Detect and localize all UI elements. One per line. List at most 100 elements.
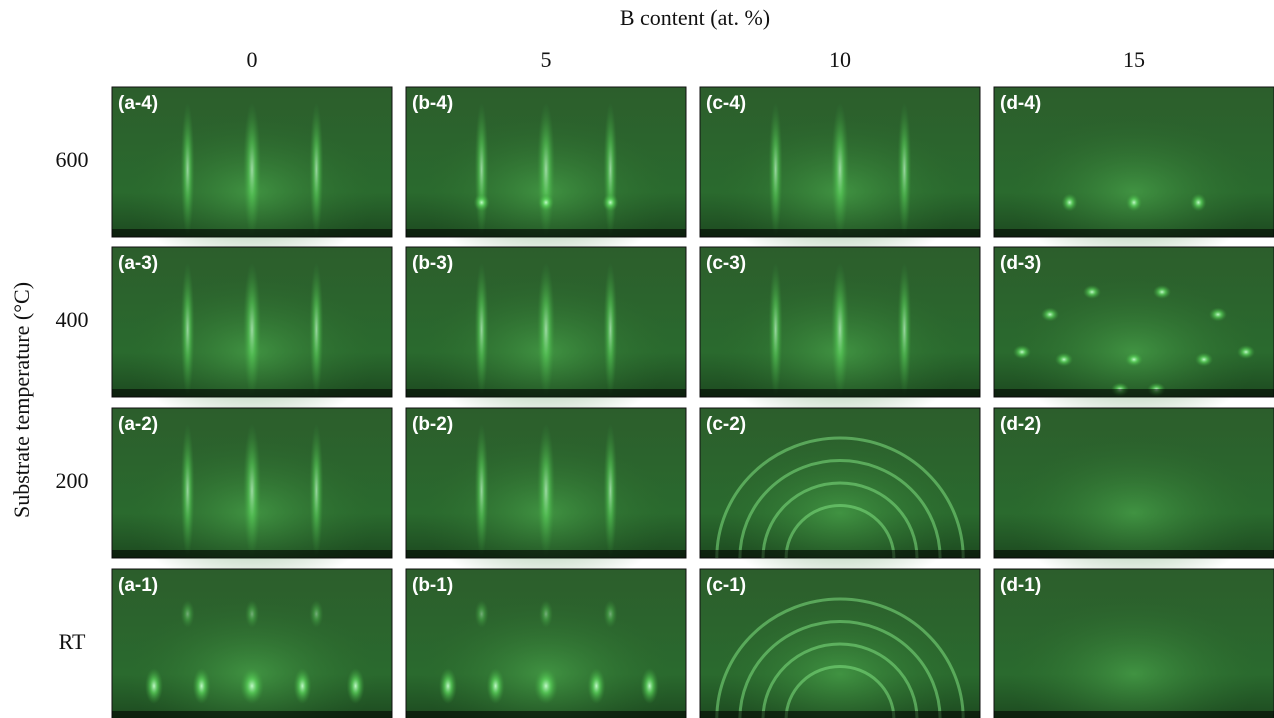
spot — [1237, 345, 1255, 359]
column-label: 10 — [829, 47, 851, 72]
spot — [1153, 285, 1171, 299]
panel-label: (d-1) — [1000, 575, 1041, 596]
spot — [640, 668, 659, 704]
spot — [603, 600, 618, 628]
spot — [1083, 285, 1101, 299]
shadow — [406, 389, 686, 397]
spot — [1061, 193, 1078, 212]
spot — [439, 668, 457, 704]
streak — [603, 423, 618, 558]
column-label: 15 — [1123, 47, 1145, 72]
spot — [474, 600, 489, 628]
panel-label: (a-2) — [118, 414, 158, 435]
spot — [602, 193, 619, 212]
ring — [784, 665, 896, 718]
rheed-panel: (d-2) — [993, 407, 1274, 588]
streak — [768, 102, 783, 237]
streak — [537, 102, 555, 237]
rheed-panel: (b-1) — [405, 568, 687, 718]
panel-label: (c-4) — [706, 93, 746, 114]
rheed-panel: (a-3) — [111, 246, 393, 427]
shadow — [406, 550, 686, 558]
ring — [738, 620, 942, 718]
spot — [309, 600, 324, 628]
streak — [180, 262, 195, 397]
rheed-panel: (a-1) — [111, 568, 393, 718]
streak — [768, 262, 783, 397]
panel-label: (a-3) — [118, 253, 158, 274]
rheed-panel: (c-1) — [699, 568, 981, 718]
spot — [1125, 352, 1143, 367]
spot — [534, 668, 558, 704]
panel-label: (d-2) — [1000, 414, 1041, 435]
haze — [714, 599, 966, 718]
streak — [474, 423, 489, 558]
shadow — [994, 389, 1274, 397]
ring — [761, 481, 919, 559]
rheed-panel: (d-1) — [993, 568, 1274, 718]
panel-label: (c-2) — [706, 414, 746, 435]
haze — [1008, 117, 1260, 267]
spot — [486, 668, 505, 704]
panel-label: (b-4) — [412, 93, 453, 114]
shadow — [700, 550, 980, 558]
rheed-panel: (b-3) — [405, 246, 687, 427]
column-label: 0 — [247, 47, 258, 72]
rheed-panel: (c-4) — [699, 86, 981, 267]
rheed-panel: (b-4) — [405, 86, 687, 267]
spot — [538, 193, 554, 212]
x-label: B content (at. %) — [620, 5, 770, 30]
spot — [473, 193, 490, 212]
spot — [1190, 193, 1207, 212]
rheed-panel: (a-4) — [111, 86, 393, 267]
spot — [145, 668, 163, 704]
spot — [1209, 307, 1227, 322]
spot — [1013, 345, 1031, 359]
shadow — [700, 389, 980, 397]
spot — [192, 668, 211, 704]
streak — [897, 262, 912, 397]
rheed-panel: (b-2) — [405, 407, 687, 588]
rheed-panel: (d-3) — [993, 246, 1274, 427]
streak — [243, 262, 261, 397]
shadow — [700, 711, 980, 718]
streak — [180, 102, 195, 237]
spot — [587, 668, 606, 704]
spot — [1126, 193, 1142, 212]
panel-label: (a-1) — [118, 575, 158, 596]
shadow — [700, 229, 980, 237]
shadow — [994, 711, 1274, 718]
spot — [1195, 352, 1213, 367]
column-label: 5 — [541, 47, 552, 72]
streak — [243, 102, 261, 237]
streak — [474, 262, 489, 397]
spot — [1055, 352, 1073, 367]
streak — [831, 102, 849, 237]
shadow — [112, 711, 392, 718]
streak — [537, 262, 555, 397]
rheed-panel: (a-2) — [111, 407, 393, 588]
streak — [309, 262, 324, 397]
streak — [309, 423, 324, 558]
shadow — [112, 229, 392, 237]
haze — [126, 599, 378, 718]
ring — [715, 436, 965, 559]
shadow — [406, 711, 686, 718]
panel-label: (d-4) — [1000, 93, 1041, 114]
shadow — [112, 550, 392, 558]
spot — [245, 600, 259, 628]
haze — [420, 599, 672, 718]
shadow — [112, 389, 392, 397]
streak — [243, 423, 261, 558]
shadow — [994, 550, 1274, 558]
streak — [474, 102, 489, 237]
streak — [309, 102, 324, 237]
rheed-panel: (c-3) — [699, 246, 981, 427]
haze — [1008, 599, 1260, 718]
row-label: 600 — [56, 147, 89, 172]
streak — [897, 102, 912, 237]
row-label: 400 — [56, 307, 89, 332]
haze — [1008, 438, 1260, 588]
rheed-panel: (d-4) — [993, 86, 1274, 267]
spot — [539, 600, 553, 628]
